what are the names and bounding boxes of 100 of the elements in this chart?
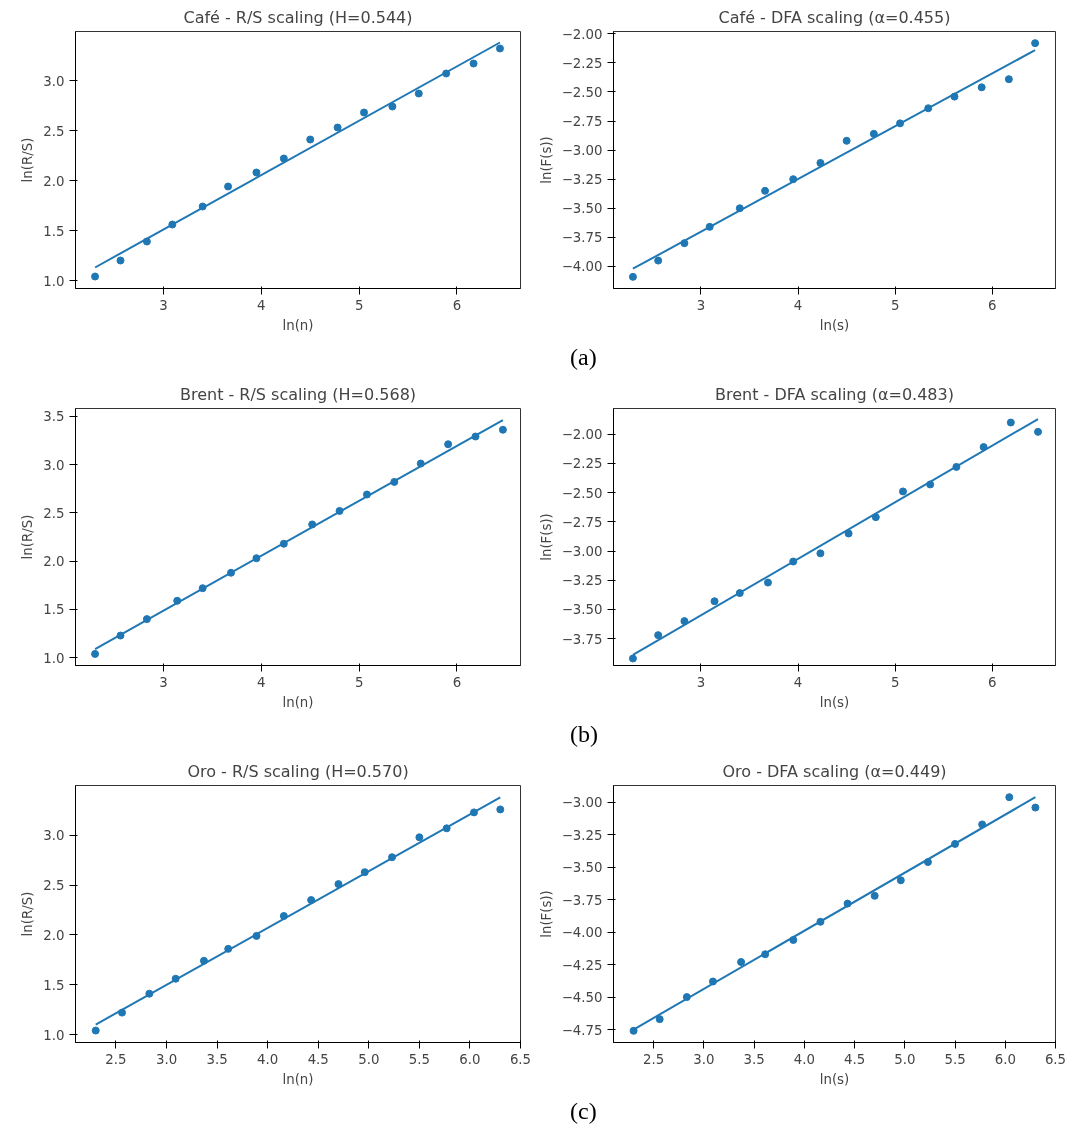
y-tick-label: 2.0 bbox=[43, 927, 65, 943]
x-tick-label: 2.5 bbox=[105, 1051, 127, 1067]
point bbox=[761, 186, 770, 195]
y-tick-label: −3.75 bbox=[561, 892, 603, 908]
y-tick-label: −3.25 bbox=[561, 827, 603, 843]
x-tick-label: 3.5 bbox=[743, 1051, 765, 1067]
y-tick-label: −2.50 bbox=[561, 485, 603, 501]
y-tick-label: −3.00 bbox=[561, 544, 603, 560]
y-axis-title: ln(F(s)) bbox=[538, 513, 554, 561]
x-tick-label: 5.0 bbox=[358, 1051, 380, 1067]
y-tick-label: 1.0 bbox=[43, 273, 65, 289]
y-axis-title: ln(R/S) bbox=[20, 891, 36, 937]
y-tick-label: 2.5 bbox=[43, 123, 65, 139]
y-axis-title: ln(F(s)) bbox=[538, 890, 554, 938]
point bbox=[360, 108, 369, 117]
point bbox=[91, 649, 100, 658]
y-tick-label: −3.50 bbox=[561, 201, 603, 217]
x-tick-label: 6.0 bbox=[459, 1051, 481, 1067]
x-tick-label: 4 bbox=[793, 674, 803, 690]
x-tick-label: 4.0 bbox=[793, 1051, 815, 1067]
point bbox=[495, 44, 504, 53]
x-axis-title: ln(s) bbox=[819, 317, 850, 333]
y-tick-label: −2.75 bbox=[561, 514, 603, 530]
y-tick-label: 2.5 bbox=[43, 878, 65, 894]
point bbox=[870, 891, 879, 900]
point bbox=[871, 513, 880, 522]
x-tick-label: 3.5 bbox=[206, 1051, 228, 1067]
point bbox=[444, 440, 453, 449]
point bbox=[306, 135, 315, 144]
y-tick-label: 1.5 bbox=[43, 977, 65, 993]
x-tick-label: 6 bbox=[452, 297, 462, 313]
x-axis-title: ln(s) bbox=[819, 1071, 850, 1087]
y-tick-label: −4.25 bbox=[561, 957, 603, 973]
point bbox=[91, 272, 100, 281]
point bbox=[1005, 793, 1014, 802]
point bbox=[1031, 803, 1040, 812]
point bbox=[977, 83, 986, 92]
point bbox=[279, 154, 288, 163]
x-axis-title: ln(s) bbox=[819, 694, 850, 710]
y-tick-label: −2.00 bbox=[561, 26, 603, 42]
point bbox=[469, 59, 478, 68]
y-tick-label: 2.5 bbox=[43, 505, 65, 521]
point bbox=[333, 123, 342, 132]
y-tick-label: −2.25 bbox=[561, 456, 603, 472]
point bbox=[763, 578, 772, 587]
point bbox=[91, 1026, 100, 1035]
point bbox=[898, 487, 907, 496]
x-tick-label: 3 bbox=[696, 674, 706, 690]
x-axis-title: ln(n) bbox=[282, 1071, 314, 1087]
y-axis-title: ln(F(s)) bbox=[538, 136, 554, 184]
point bbox=[628, 654, 637, 663]
x-tick-label: 4 bbox=[257, 674, 266, 690]
point bbox=[334, 880, 343, 889]
x-tick-label: 3 bbox=[696, 297, 706, 313]
y-tick-label: 3.0 bbox=[43, 457, 65, 473]
point bbox=[816, 158, 825, 167]
chart-title: Oro - R/S scaling (H=0.570) bbox=[187, 761, 409, 781]
x-tick-label: 2.5 bbox=[643, 1051, 665, 1067]
y-tick-label: −4.00 bbox=[561, 925, 603, 941]
text: (b) bbox=[570, 720, 598, 749]
x-tick-label: 5.5 bbox=[944, 1051, 966, 1067]
x-tick-label: 3 bbox=[159, 674, 168, 690]
y-axis-title: ln(R/S) bbox=[20, 137, 36, 183]
point bbox=[1006, 418, 1015, 427]
y-tick-label: −3.75 bbox=[561, 631, 603, 647]
x-tick-label: 6 bbox=[452, 674, 462, 690]
point bbox=[816, 549, 825, 558]
x-tick-label: 3.0 bbox=[693, 1051, 715, 1067]
y-tick-label: 1.5 bbox=[43, 602, 65, 618]
y-tick-label: −2.25 bbox=[561, 55, 603, 71]
x-tick-label: 6.0 bbox=[994, 1051, 1016, 1067]
text: (a) bbox=[570, 343, 597, 372]
x-tick-label: 5 bbox=[890, 674, 900, 690]
point bbox=[628, 272, 637, 281]
y-tick-label: −3.00 bbox=[561, 795, 603, 811]
point bbox=[629, 1026, 638, 1035]
point bbox=[654, 631, 663, 640]
y-tick-label: 1.0 bbox=[43, 650, 65, 666]
point bbox=[737, 958, 746, 967]
point bbox=[710, 597, 719, 606]
x-tick-label: 5 bbox=[890, 297, 900, 313]
chart-title: Café - R/S scaling (H=0.544) bbox=[183, 7, 413, 27]
y-tick-label: 1.0 bbox=[43, 1027, 65, 1043]
x-tick-label: 5 bbox=[354, 297, 364, 313]
x-tick-label: 4 bbox=[257, 297, 266, 313]
point bbox=[116, 256, 125, 265]
point bbox=[498, 425, 507, 434]
x-tick-label: 3.0 bbox=[155, 1051, 178, 1067]
y-tick-label: −2.50 bbox=[561, 84, 603, 100]
point bbox=[252, 168, 261, 177]
x-tick-label: 4.5 bbox=[843, 1051, 866, 1067]
point bbox=[869, 129, 878, 138]
y-tick-label: −3.25 bbox=[561, 172, 603, 188]
x-axis-title: ln(n) bbox=[282, 317, 314, 333]
x-tick-label: 4.5 bbox=[307, 1051, 329, 1067]
point bbox=[414, 89, 423, 98]
point bbox=[896, 876, 905, 885]
point bbox=[388, 102, 397, 111]
y-tick-label: −3.50 bbox=[561, 860, 603, 876]
y-tick-label: 3.0 bbox=[43, 828, 65, 844]
